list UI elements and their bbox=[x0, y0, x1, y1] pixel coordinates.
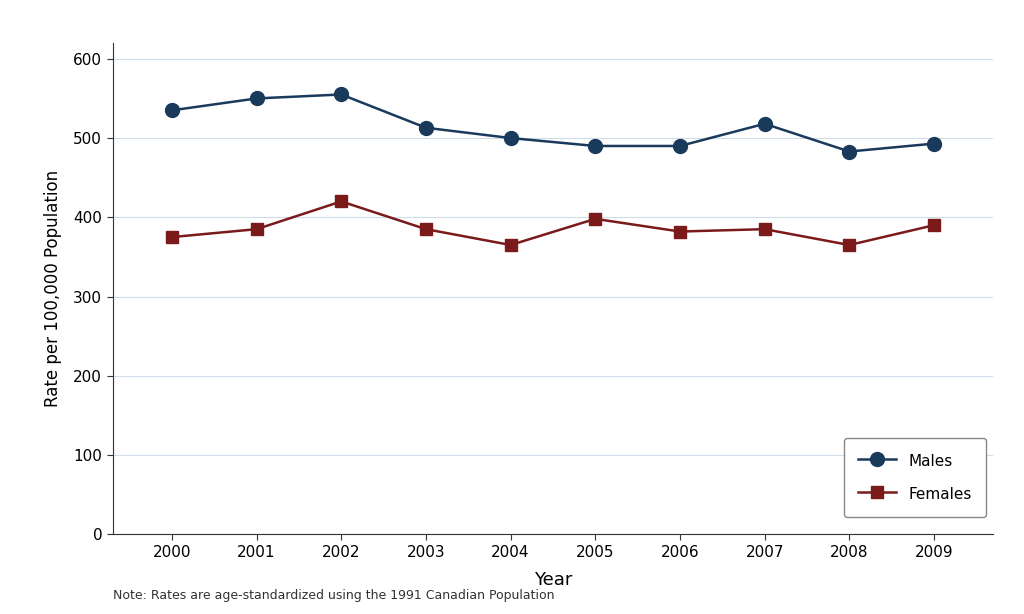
Females bbox=[335, 198, 347, 205]
Text: Note: Rates are age-standardized using the 1991 Canadian Population: Note: Rates are age-standardized using t… bbox=[113, 589, 554, 602]
Females bbox=[166, 233, 178, 241]
Females bbox=[505, 241, 517, 249]
Y-axis label: Rate per 100,000 Population: Rate per 100,000 Population bbox=[44, 170, 62, 407]
Females bbox=[251, 225, 263, 233]
Females bbox=[674, 228, 686, 235]
Females bbox=[759, 225, 771, 233]
Males bbox=[674, 142, 686, 150]
Legend: Males, Females: Males, Females bbox=[845, 438, 986, 517]
Males bbox=[505, 134, 517, 142]
Males bbox=[589, 142, 601, 150]
Females bbox=[843, 241, 855, 249]
Males bbox=[251, 95, 263, 102]
Males bbox=[166, 107, 178, 114]
Line: Females: Females bbox=[166, 196, 940, 251]
Males bbox=[843, 148, 855, 155]
Males bbox=[420, 124, 432, 131]
Females bbox=[420, 225, 432, 233]
Females bbox=[928, 222, 940, 229]
X-axis label: Year: Year bbox=[534, 570, 572, 589]
Females bbox=[589, 215, 601, 222]
Males bbox=[759, 120, 771, 128]
Line: Males: Males bbox=[165, 88, 941, 158]
Males bbox=[928, 140, 940, 147]
Males bbox=[335, 91, 347, 98]
